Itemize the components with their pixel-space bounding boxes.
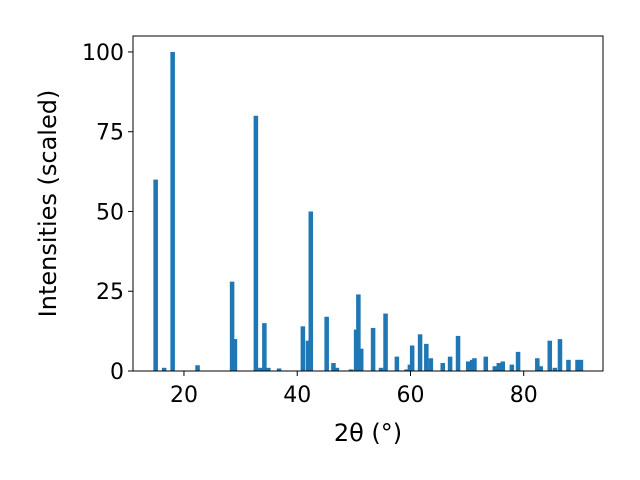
bar — [378, 367, 384, 371]
x-axis-ticks: 20 40 60 80 — [170, 371, 538, 408]
bar — [578, 359, 584, 371]
bar — [356, 294, 361, 371]
bar — [300, 326, 306, 371]
y-tick-label: 75 — [96, 121, 124, 146]
bar — [547, 340, 553, 371]
bar — [575, 359, 580, 371]
y-axis-label: Intensities (scaled) — [34, 90, 62, 318]
bar — [170, 51, 175, 371]
bar — [262, 323, 267, 371]
bars-group — [153, 51, 584, 371]
bar — [509, 364, 515, 371]
y-tick-label: 25 — [96, 280, 124, 305]
bar — [331, 363, 336, 371]
bar — [538, 366, 543, 371]
bar — [266, 367, 271, 371]
bar — [465, 361, 471, 371]
bar — [472, 358, 477, 371]
bar — [552, 367, 558, 371]
bar — [195, 365, 200, 371]
x-axis-label: 2θ (°) — [334, 419, 402, 447]
bar — [557, 339, 563, 371]
bar — [496, 363, 502, 371]
bar — [334, 367, 340, 371]
y-tick-label: 0 — [110, 360, 124, 385]
bar — [483, 356, 489, 371]
bar — [305, 340, 311, 371]
y-tick-label: 50 — [96, 200, 124, 225]
bar — [383, 313, 388, 371]
bar — [417, 334, 423, 371]
bar — [370, 327, 376, 371]
bar — [348, 369, 354, 371]
bar — [492, 366, 498, 371]
bar — [253, 115, 259, 371]
bar — [440, 363, 446, 371]
plot-frame — [132, 35, 604, 372]
bar — [276, 368, 282, 371]
bar — [428, 358, 434, 371]
bar — [153, 179, 158, 371]
bar — [500, 361, 506, 371]
bar — [258, 367, 263, 371]
bar — [358, 348, 364, 371]
bar — [515, 351, 521, 371]
bar — [404, 369, 409, 371]
x-tick-label: 40 — [283, 383, 311, 408]
x-tick-label: 60 — [396, 383, 424, 408]
bar — [324, 316, 329, 371]
bar — [455, 335, 461, 371]
bar — [535, 358, 540, 371]
bar — [232, 339, 238, 371]
bar — [161, 367, 167, 371]
bar — [409, 345, 415, 371]
x-tick-label: 20 — [170, 383, 198, 408]
bar — [424, 343, 429, 371]
bar — [566, 359, 571, 371]
bar — [394, 356, 400, 371]
bar — [308, 211, 314, 371]
y-axis-ticks: 0 25 50 75 100 — [82, 41, 133, 385]
bar — [229, 281, 235, 371]
y-tick-label: 100 — [82, 41, 124, 66]
x-tick-label: 80 — [510, 383, 538, 408]
bar — [447, 356, 453, 371]
bar — [353, 329, 359, 371]
